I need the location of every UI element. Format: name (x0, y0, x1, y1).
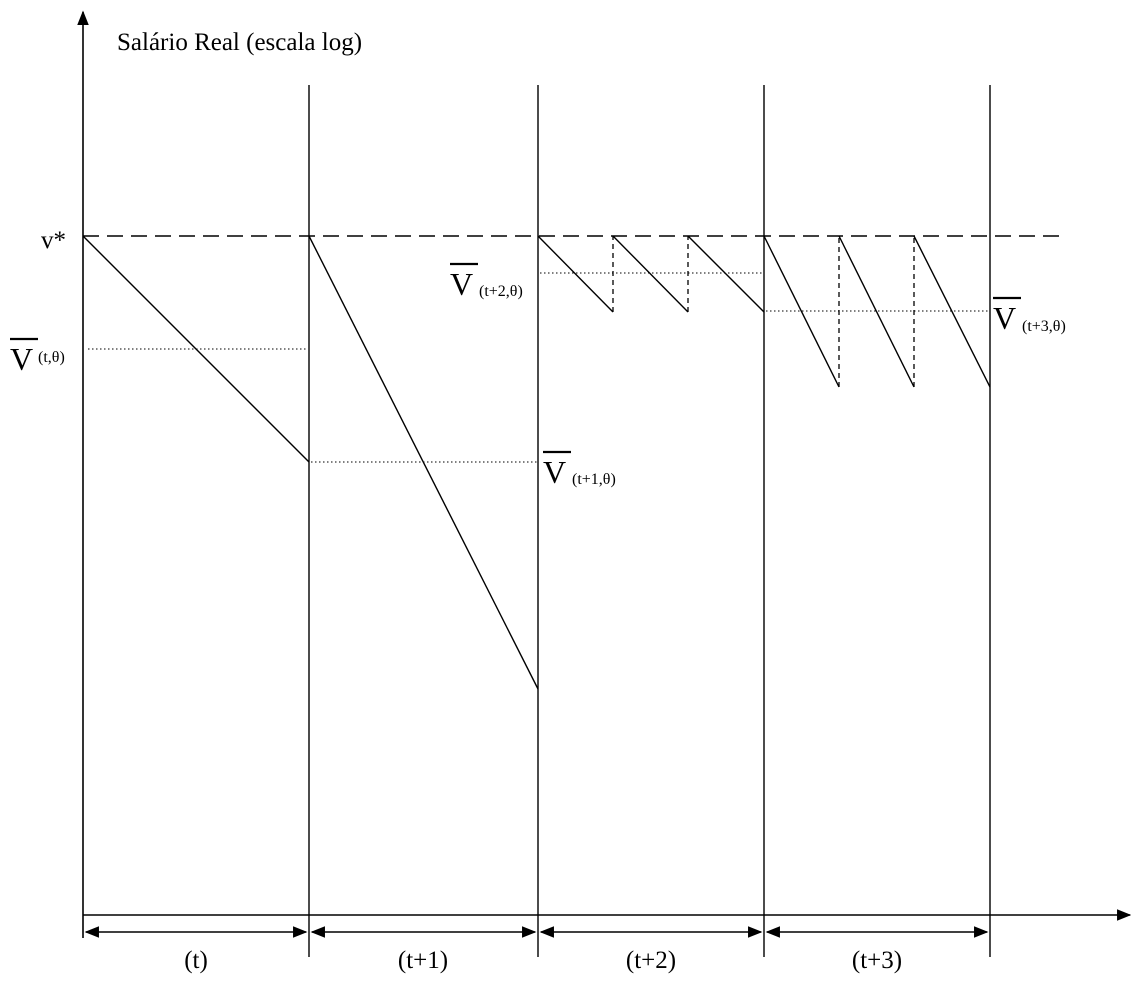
svg-text:(t,θ): (t,θ) (38, 349, 65, 366)
average-wage-label-t: V (t,θ) (10, 337, 65, 377)
wage-path-t3-segment (838, 235, 915, 388)
svg-text:(t+1,θ): (t+1,θ) (572, 471, 616, 488)
wage-path-t2-segment (687, 235, 765, 313)
average-wage-label-t1: V (t+1,θ) (543, 450, 616, 490)
svg-text:(t+3,θ): (t+3,θ) (1022, 318, 1066, 335)
average-wage-label-t2: V (t+2,θ) (450, 262, 523, 302)
wage-path-t3-segment (913, 235, 991, 388)
svg-text:(t+2,θ): (t+2,θ) (479, 283, 523, 300)
period-label-t1: (t+1) (398, 947, 448, 974)
svg-text:V: V (543, 454, 566, 490)
svg-text:V: V (993, 300, 1016, 336)
wage-path-t3-segment (763, 235, 840, 388)
y-axis-title: Salário Real (escala log) (117, 29, 362, 56)
period-label-t2: (t+2) (626, 947, 676, 974)
period-label-t3: (t+3) (852, 947, 902, 974)
reference-wage-label: v* (41, 227, 66, 254)
wage-path-t2-segment (612, 235, 689, 313)
period-label-t: (t) (184, 947, 208, 974)
svg-text:V: V (10, 341, 33, 377)
wage-path-t2-segment (537, 235, 614, 313)
average-wage-label-t3: V (t+3,θ) (993, 296, 1066, 336)
svg-text:V: V (450, 266, 473, 302)
